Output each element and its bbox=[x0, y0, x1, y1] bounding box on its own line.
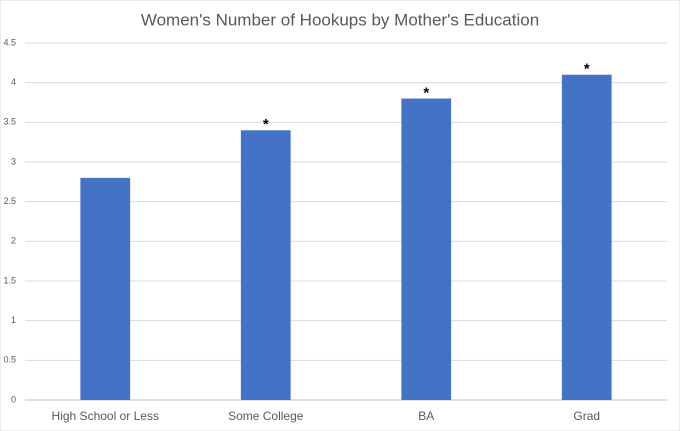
x-tick-label: Some College bbox=[228, 409, 304, 423]
bar bbox=[561, 74, 612, 400]
y-tick-label: 1.5 bbox=[3, 275, 16, 285]
y-tick-label: 3 bbox=[11, 156, 16, 166]
y-tick-label: 0.5 bbox=[3, 355, 16, 365]
y-tick-label: 2 bbox=[11, 236, 16, 246]
x-tick-label: Grad bbox=[573, 409, 600, 423]
bar bbox=[80, 177, 131, 400]
x-tick-label: High School or Less bbox=[52, 409, 159, 423]
y-tick-label: 3.5 bbox=[3, 117, 16, 127]
significance-marker: * bbox=[584, 61, 590, 78]
significance-marker: * bbox=[263, 116, 269, 133]
chart-title: Women's Number of Hookups by Mother's Ed… bbox=[141, 10, 539, 29]
y-tick-label: 4.5 bbox=[3, 37, 16, 47]
y-tick-label: 0 bbox=[11, 394, 16, 404]
y-tick-label: 2.5 bbox=[3, 196, 16, 206]
y-tick-label: 4 bbox=[11, 77, 16, 87]
bar bbox=[240, 130, 291, 400]
x-tick-label: BA bbox=[418, 409, 434, 423]
significance-marker: * bbox=[423, 85, 429, 102]
bar bbox=[401, 98, 452, 401]
y-tick-label: 1 bbox=[11, 315, 16, 325]
